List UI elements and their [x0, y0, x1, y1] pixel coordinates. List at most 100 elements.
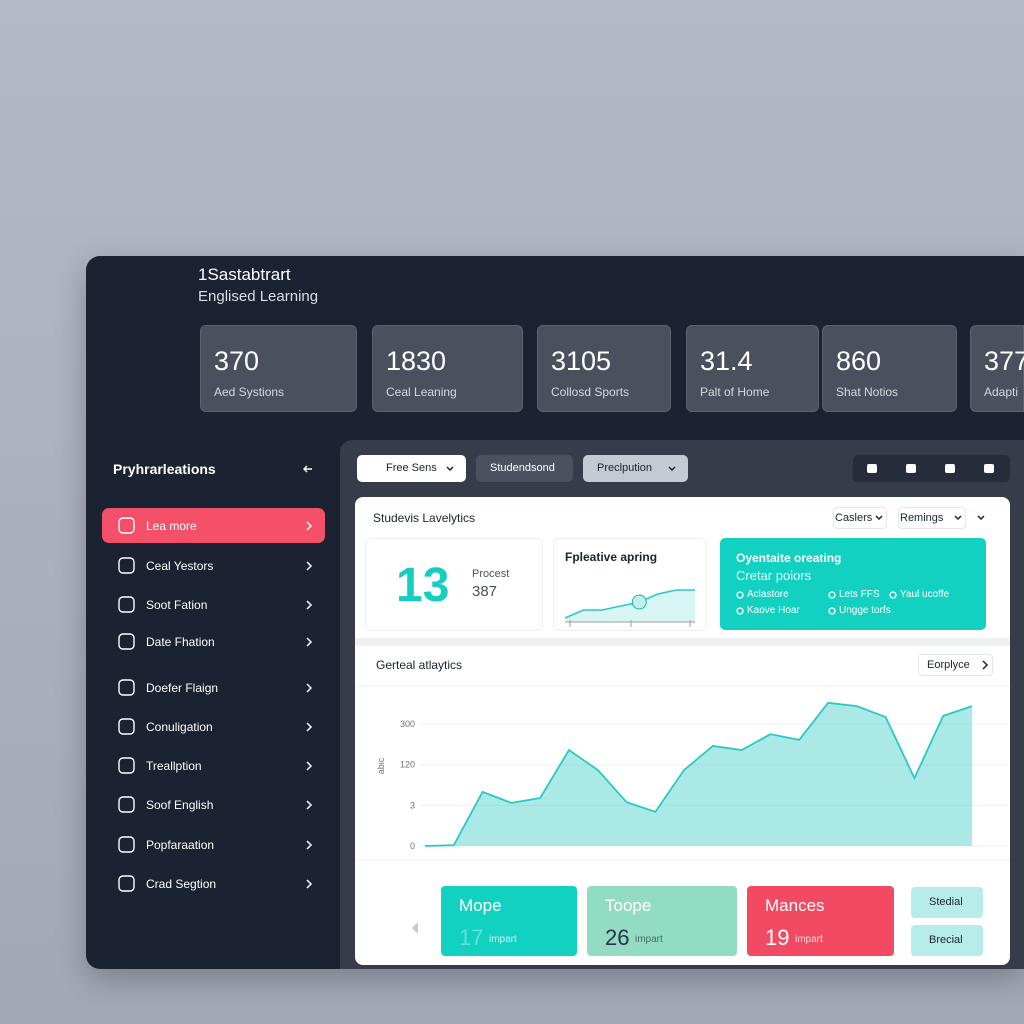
summary-value: 19 — [765, 925, 790, 950]
trend-title: Fpleative apring — [565, 550, 658, 564]
stat-value: 31.4 — [700, 346, 753, 376]
side-button-label[interactable]: Brecial — [929, 934, 963, 946]
stat-label: Aed Systions — [214, 385, 285, 399]
menu-icon — [118, 517, 135, 534]
app-subtitle: Englised Learning — [198, 288, 319, 305]
toolbar-icon — [867, 464, 877, 473]
menu-icon — [118, 836, 135, 853]
toolbar-button[interactable] — [476, 455, 573, 482]
summary-unit: impart — [489, 934, 517, 945]
icon-group — [853, 455, 1010, 482]
menu-item[interactable]: Lea more — [146, 519, 197, 533]
toolbar-button-label[interactable]: Studendsond — [490, 462, 555, 474]
chevron — [306, 840, 313, 850]
stat-card — [200, 325, 357, 412]
stat-label: Palt of Home — [700, 385, 770, 399]
scroll-left — [412, 922, 418, 934]
summary-title[interactable]: Mope — [459, 896, 502, 915]
analytics-title: Studevis Lavelytics — [373, 511, 476, 525]
dropdown-caret — [977, 515, 985, 521]
stat-card — [372, 325, 523, 412]
chevron — [306, 761, 313, 771]
trend-marker — [631, 594, 647, 610]
score-card — [365, 538, 543, 631]
menu-icon — [118, 633, 135, 650]
summary-card[interactable] — [441, 886, 577, 956]
stat-value: 3105 — [551, 346, 612, 376]
summary-card[interactable] — [587, 886, 737, 956]
dropdown-caret — [446, 466, 454, 472]
chevron — [982, 660, 989, 670]
menu-item[interactable]: Date Fhation — [146, 635, 215, 649]
side-button-label[interactable]: Stedial — [929, 896, 963, 908]
score-sub: 387 — [472, 583, 498, 600]
y-tick-label: 3 — [410, 800, 415, 810]
chart-action-label[interactable]: Eorplyce — [927, 659, 970, 671]
highlight-item: Yaul ucoffe — [900, 589, 950, 600]
chevron — [306, 637, 313, 647]
chevron — [306, 561, 313, 571]
stat-label: Collosd Sports — [551, 385, 630, 399]
chevron — [306, 879, 313, 889]
stat-label: Ceal Leaning — [386, 385, 457, 399]
sidebar-title: Pryhrarleations — [113, 461, 216, 477]
chevron — [306, 521, 313, 531]
y-tick-label: 300 — [400, 719, 415, 729]
collapse-arrow — [303, 465, 312, 473]
filter-label[interactable]: Caslers — [835, 512, 873, 524]
menu-icon — [118, 596, 135, 613]
score-value: 13 — [396, 559, 450, 612]
y-axis-label: abic — [376, 757, 386, 774]
highlight-item: Lets FFS — [839, 589, 880, 600]
summary-unit: impart — [635, 934, 663, 945]
chevron — [306, 722, 313, 732]
menu-item[interactable]: Conuligation — [146, 720, 213, 734]
side-button[interactable] — [911, 887, 983, 918]
stat-card — [822, 325, 957, 412]
app-title: 1Sastabtrart — [198, 265, 291, 284]
highlight-item: Kaove Hoar — [747, 605, 800, 616]
menu-item[interactable]: Soot Fation — [146, 598, 208, 612]
menu-item-active[interactable] — [102, 508, 325, 543]
y-tick-label: 120 — [400, 760, 415, 770]
toolbar-button-label[interactable]: Free Sens — [386, 462, 437, 474]
toolbar-button-label[interactable]: Preclpution — [597, 462, 653, 474]
dropdown-caret — [875, 515, 883, 521]
menu-item[interactable]: Soof English — [146, 798, 214, 812]
menu-icon — [118, 679, 135, 696]
summary-card[interactable] — [747, 886, 894, 956]
side-button[interactable] — [911, 925, 983, 956]
chevron — [306, 683, 313, 693]
bullet-icon — [736, 591, 744, 599]
filter-dropdown[interactable] — [833, 507, 887, 529]
bullet-icon — [736, 607, 744, 615]
menu-item[interactable]: Treallption — [146, 759, 202, 773]
menu-icon — [118, 718, 135, 735]
filter-dropdown[interactable] — [898, 507, 966, 529]
filter-label[interactable]: Remings — [900, 512, 944, 524]
summary-value: 17 — [459, 925, 484, 950]
bullet-icon — [889, 591, 897, 599]
summary-title[interactable]: Mances — [765, 896, 825, 915]
menu-item[interactable]: Doefer Flaign — [146, 681, 219, 695]
y-tick-label: 0 — [410, 841, 415, 851]
summary-title[interactable]: Toope — [605, 896, 652, 915]
toolbar-icon — [984, 464, 994, 473]
stat-value: 860 — [836, 346, 882, 376]
menu-icon — [118, 557, 135, 574]
trend-line — [564, 589, 695, 619]
stat-label: Adapti — [984, 385, 1019, 399]
stat-card — [537, 325, 671, 412]
menu-item[interactable]: Crad Segtion — [146, 877, 217, 891]
toolbar-icon — [945, 464, 955, 473]
summary-unit: impart — [795, 934, 823, 945]
menu-item[interactable]: Ceal Yestors — [146, 559, 214, 573]
highlight-card — [720, 538, 986, 630]
divider — [355, 638, 1010, 646]
stat-value: 1830 — [386, 346, 447, 376]
score-label: Procest — [472, 568, 510, 580]
menu-item[interactable]: Popfaraation — [146, 838, 215, 852]
chart-action[interactable] — [918, 654, 993, 676]
highlight-subtitle: Cretar poiors — [736, 568, 812, 583]
